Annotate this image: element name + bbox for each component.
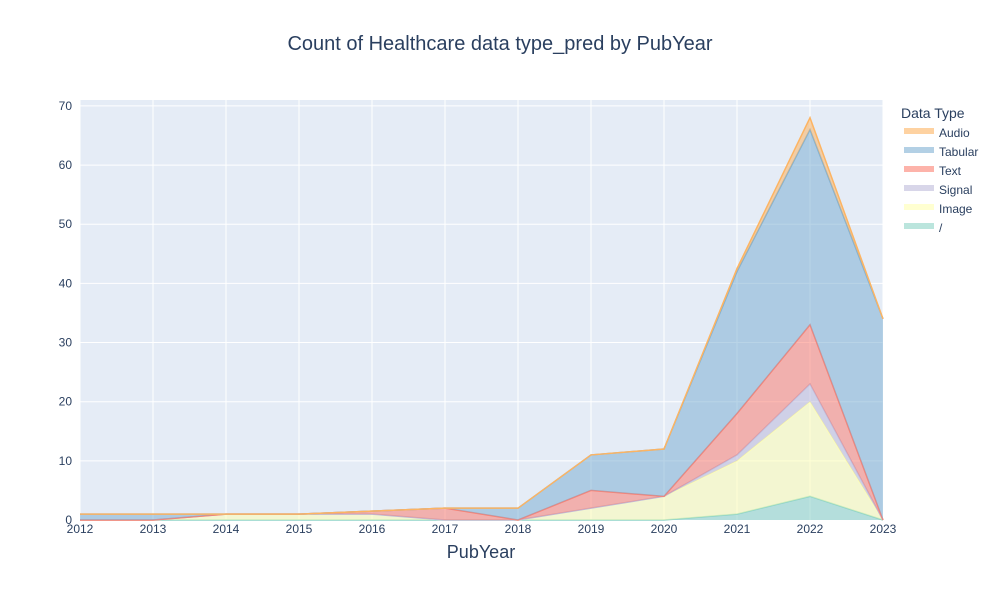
y-tick-label: 60 [59, 158, 73, 172]
y-tick-label: 40 [59, 276, 73, 290]
area-signal [80, 383, 883, 520]
x-tick-label: 2015 [286, 522, 313, 536]
y-tick-label: 70 [59, 99, 73, 113]
x-tick-label: 2018 [505, 522, 532, 536]
x-tick-label: 2021 [724, 522, 751, 536]
x-tick-label: 2023 [870, 522, 897, 536]
x-axis-title: PubYear [447, 542, 515, 562]
x-tick-label: 2022 [797, 522, 824, 536]
area-tabular [80, 129, 883, 521]
legend-swatch-slash [904, 223, 934, 229]
legend-label-audio[interactable]: Audio [939, 126, 970, 140]
y-tick-label: 20 [59, 395, 73, 409]
x-tick-label: 2017 [432, 522, 459, 536]
x-tick-label: 2013 [140, 522, 167, 536]
legend-label-image[interactable]: Image [939, 202, 973, 216]
x-tick-label: 2014 [213, 522, 240, 536]
legend: Data Type Audio Tabular Text Signal Image / [901, 105, 978, 235]
legend-label-tabular[interactable]: Tabular [939, 145, 978, 159]
area-image [80, 401, 883, 520]
x-axis-ticks: 2012 2013 2014 2015 2016 2017 2018 2019 2020 2021… [67, 522, 897, 536]
area-series [80, 115, 884, 521]
x-tick-label: 2019 [578, 522, 605, 536]
legend-swatch-signal [904, 185, 934, 191]
legend-label-text[interactable]: Text [939, 164, 962, 178]
legend-label-slash[interactable]: / [939, 221, 943, 235]
legend-swatch-tabular [904, 147, 934, 153]
x-tick-label: 2012 [67, 522, 94, 536]
y-axis-ticks: 0 10 20 30 40 50 60 70 [59, 99, 73, 527]
y-tick-label: 0 [65, 513, 72, 527]
legend-swatch-audio [904, 128, 934, 134]
area-text [80, 324, 883, 520]
legend-label-signal[interactable]: Signal [939, 183, 972, 197]
x-tick-label: 2020 [651, 522, 678, 536]
legend-swatch-image [904, 204, 934, 210]
y-tick-label: 10 [59, 454, 73, 468]
chart-title: Count of Healthcare data type_pred by Pu… [287, 33, 712, 55]
legend-title: Data Type [901, 105, 965, 121]
y-tick-label: 30 [59, 336, 73, 350]
line-audio [80, 115, 884, 515]
legend-swatch-text [904, 166, 934, 172]
y-tick-label: 50 [59, 217, 73, 231]
x-tick-label: 2016 [359, 522, 386, 536]
